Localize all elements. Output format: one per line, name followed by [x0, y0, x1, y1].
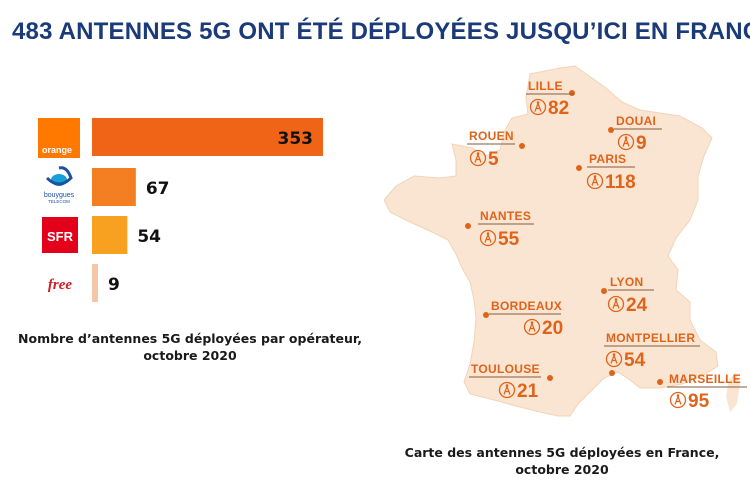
city-value: 118	[605, 172, 636, 193]
city-dot	[608, 127, 614, 133]
bar-chart-caption: Nombre d’antennes 5G déployées par opéra…	[0, 330, 380, 364]
city-bordeaux: BORDEAUX 20	[483, 299, 563, 339]
city-paris: PARIS 118	[576, 152, 636, 193]
city-dot	[601, 288, 607, 294]
antenna-icon	[529, 98, 547, 116]
city-dot	[519, 143, 525, 149]
city-dot	[609, 370, 615, 376]
orange-logo-text: orange	[42, 145, 72, 155]
city-name: TOULOUSE	[471, 362, 540, 376]
city-montpellier: MONTPELLIER 54	[604, 331, 700, 376]
antenna-icon	[617, 133, 635, 151]
city-lille: LILLE 82	[526, 79, 575, 119]
antenna-icon	[469, 149, 487, 167]
bar-bouygues	[92, 168, 136, 206]
orange-logo: orange	[38, 118, 80, 158]
city-value: 95	[688, 391, 710, 412]
city-douai: DOUAI 9	[608, 114, 662, 154]
city-value: 5	[488, 149, 499, 170]
city-name: ROUEN	[469, 129, 514, 143]
city-dot	[569, 90, 575, 96]
bouygues-logo-subtext: TELECOM	[48, 199, 70, 204]
page-title: 483 ANTENNES 5G ONT ÉTÉ DÉPLOYÉES JUSQU’…	[12, 18, 750, 45]
map-caption-line-2: octobre 2020	[515, 462, 609, 477]
city-value: 54	[624, 350, 646, 371]
city-value: 9	[636, 133, 647, 154]
city-value: 82	[548, 98, 569, 119]
bar-value-orange: 353	[278, 129, 314, 149]
city-name: LILLE	[528, 79, 563, 93]
city-rouen: ROUEN 5	[467, 129, 525, 170]
bar-value-free: 9	[108, 275, 120, 295]
city-dot	[657, 379, 663, 385]
city-name: BORDEAUX	[491, 299, 562, 313]
sfr-logo: SFR	[42, 217, 78, 253]
map-caption-line-1: Carte des antennes 5G déployées en Franc…	[404, 445, 720, 460]
city-value: 20	[542, 318, 563, 339]
city-dot	[576, 165, 582, 171]
antenna-icon	[669, 391, 687, 409]
city-name: LYON	[610, 275, 643, 289]
bar-chart-caption-line-1: Nombre d’antennes 5G déployées par opéra…	[18, 331, 362, 346]
antenna-icon	[479, 229, 497, 247]
free-logo-text: free	[48, 277, 72, 293]
city-toulouse: TOULOUSE 21	[469, 362, 553, 402]
bar-free	[92, 264, 98, 302]
antenna-icon	[498, 381, 516, 399]
bar-value-bouygues: 67	[146, 179, 170, 199]
city-name: MARSEILLE	[669, 372, 741, 386]
antenna-icon	[607, 295, 625, 313]
antenna-icon	[586, 172, 604, 190]
city-dot	[483, 312, 489, 318]
antenna-icon	[523, 318, 541, 336]
city-dot	[465, 223, 471, 229]
map-caption: Carte des antennes 5G déployées en Franc…	[402, 444, 722, 478]
antenna-icon	[605, 350, 623, 368]
bar-value-sfr: 54	[137, 227, 161, 247]
france-mainland-shape	[383, 65, 719, 417]
city-name: MONTPELLIER	[606, 331, 695, 345]
bar-chart-caption-line-2: octobre 2020	[143, 348, 237, 363]
sfr-logo-text: SFR	[47, 229, 74, 244]
corsica-shape	[726, 372, 740, 412]
city-value: 55	[498, 229, 520, 250]
city-marseille: MARSEILLE 95	[657, 372, 747, 412]
bar-orange	[92, 118, 323, 156]
bouygues-logo-text: bouygues	[44, 192, 75, 199]
city-nantes: NANTES 55	[465, 209, 534, 250]
city-dot	[547, 375, 553, 381]
bar-sfr	[92, 216, 128, 254]
city-name: PARIS	[589, 152, 626, 166]
free-logo: free	[48, 277, 72, 293]
city-name: DOUAI	[616, 114, 656, 128]
city-value: 21	[517, 381, 539, 402]
city-lyon: LYON 24	[601, 275, 654, 316]
city-value: 24	[626, 295, 648, 316]
city-name: NANTES	[480, 209, 531, 223]
